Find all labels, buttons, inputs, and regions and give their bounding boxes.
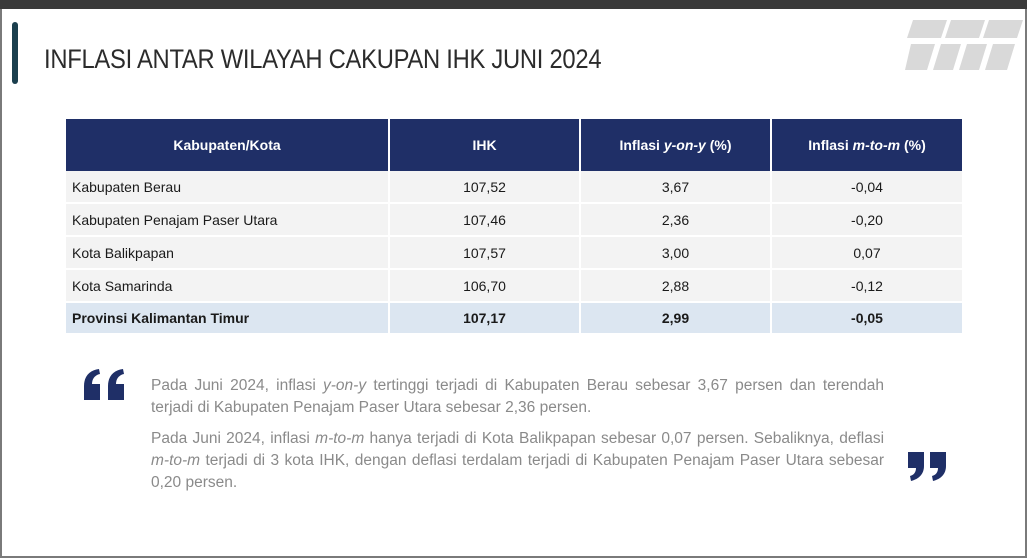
region-name: Kota Samarinda: [66, 269, 390, 302]
quote-open-icon: [84, 369, 124, 400]
table-header-row: Kabupaten/Kota IHK Inflasi y-on-y (%) In…: [66, 119, 962, 171]
title-accent-bar: [12, 22, 18, 84]
table-total-row: Provinsi Kalimantan Timur 107,17 2,99 -0…: [66, 302, 962, 334]
mtm-value: 0,07: [853, 244, 881, 261]
summary-paragraph-mtm: Pada Juni 2024, inflasi m-to-m hanya ter…: [151, 430, 885, 491]
yoy-value: 2,99: [580, 302, 772, 334]
region-name: Kabupaten Berau: [66, 171, 390, 203]
header-region: Kabupaten/Kota: [66, 119, 390, 171]
yoy-value: 3,67: [580, 171, 772, 203]
header-yoy: Inflasi y-on-y (%): [580, 119, 772, 171]
frame-right-border: [1025, 9, 1027, 558]
mtm-value: -0,04: [851, 178, 883, 195]
frame-bottom-border: [0, 556, 1027, 558]
inflation-table: Kabupaten/Kota IHK Inflasi y-on-y (%) In…: [66, 119, 962, 335]
ihk-value: 107,52: [389, 171, 581, 203]
yoy-value: 2,88: [580, 269, 772, 302]
window-top-bar: [0, 0, 1027, 9]
ihk-value: 107,46: [389, 203, 581, 236]
mtm-value: -0,05: [851, 310, 883, 326]
mtm-value: -0,20: [851, 211, 883, 228]
region-name: Kota Balikpapan: [66, 236, 390, 269]
header-mtm: Inflasi m-to-m (%): [771, 119, 962, 171]
table-row: Kabupaten Berau 107,52 3,67 -0,04: [66, 171, 962, 203]
province-name: Provinsi Kalimantan Timur: [66, 302, 390, 334]
ihk-value: 107,17: [389, 302, 581, 334]
ihk-value: 106,70: [389, 269, 581, 302]
yoy-value: 3,00: [580, 236, 772, 269]
header-ihk: IHK: [389, 119, 581, 171]
page-title: INFLASI ANTAR WILAYAH CAKUPAN IHK JUNI 2…: [44, 44, 602, 74]
yoy-value: 2,36: [580, 203, 772, 236]
mtm-value: -0,12: [851, 277, 883, 294]
ihk-value: 107,57: [389, 236, 581, 269]
table-row: Kota Balikpapan 107,57 3,00 0,07: [66, 236, 962, 269]
summary-paragraph-yoy: Pada Juni 2024, inflasi y-on-y tertinggi…: [151, 377, 885, 416]
bps-logo-icon: [905, 20, 1023, 70]
table-row: Kota Samarinda 106,70 2,88 -0,12: [66, 269, 962, 302]
quote-close-icon: [908, 452, 946, 481]
table-row: Kabupaten Penajam Paser Utara 107,46 2,3…: [66, 203, 962, 236]
region-name: Kabupaten Penajam Paser Utara: [66, 203, 390, 236]
frame-left-border: [0, 9, 2, 558]
